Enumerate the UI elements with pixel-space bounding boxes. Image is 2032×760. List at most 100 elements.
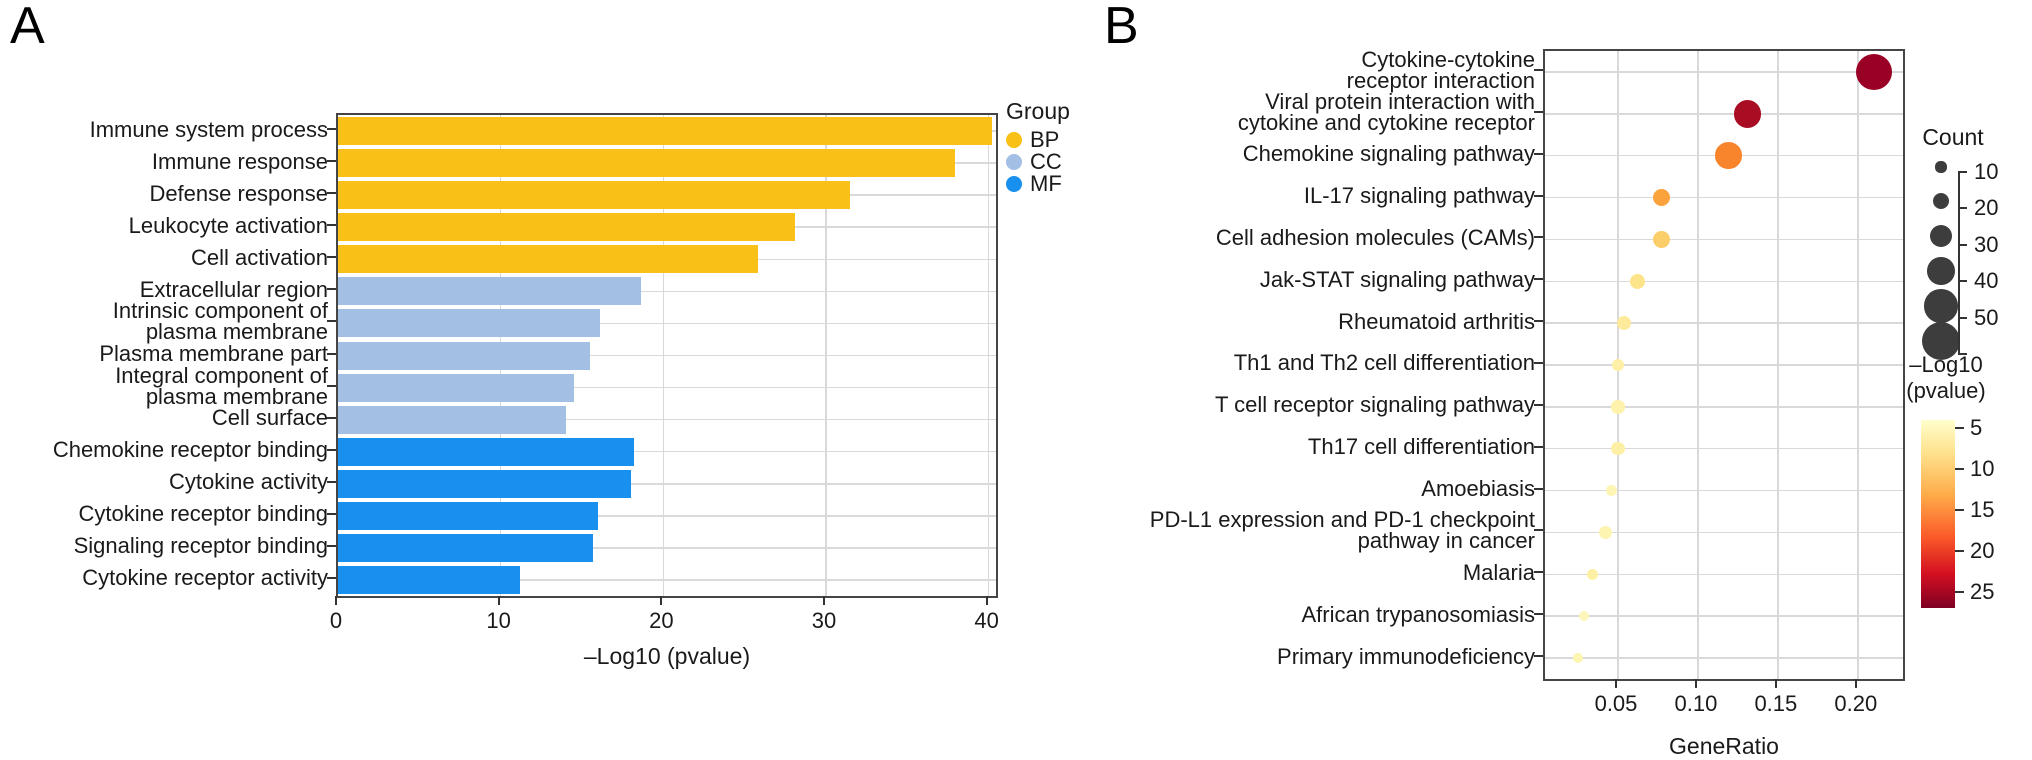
y-tick-mark [327, 576, 336, 579]
gridline-horizontal [1545, 531, 1903, 534]
count-legend-tick [1958, 207, 1967, 210]
colorbar-tick [1955, 427, 1964, 429]
go-bar [338, 501, 599, 530]
kegg-bubble [1579, 611, 1590, 622]
colorbar-tick [1955, 550, 1964, 552]
y-tick-mark [1534, 194, 1543, 197]
go-category-label: Cytokine receptor binding [78, 501, 328, 527]
go-bar [338, 149, 955, 178]
pvalue-colorbar [1921, 420, 1955, 608]
count-legend-tick-label: 10 [1974, 159, 1999, 184]
x-tick-label: 30 [811, 608, 837, 633]
y-tick-mark [1534, 655, 1543, 658]
kegg-bubble [1629, 273, 1645, 289]
colorbar-tick-label: 25 [1970, 579, 1995, 604]
y-tick-mark [327, 256, 336, 259]
colorbar-tick [1955, 509, 1964, 511]
kegg-category-label: Primary immunodeficiency [1277, 643, 1535, 669]
kegg-bubble [1611, 442, 1625, 456]
count-legend-circle [1921, 321, 1961, 361]
go-category-label: Cell activation [191, 244, 328, 270]
x-tick-label: 20 [649, 608, 674, 633]
x-tick-label: 0.20 [1834, 691, 1878, 716]
go-category-label: Signaling receptor binding [73, 533, 328, 559]
go-bar [338, 245, 758, 274]
kegg-category-label: African trypanosomiasis [1301, 601, 1535, 627]
count-legend-tick [1958, 171, 1967, 173]
go-bar [338, 309, 600, 338]
gridline-horizontal [338, 579, 996, 581]
y-tick-mark [1534, 152, 1543, 155]
y-tick-mark [327, 160, 336, 163]
legend-item-label: BP [1030, 127, 1060, 152]
gridline-horizontal [1545, 113, 1903, 115]
kegg-bubble [1573, 653, 1584, 664]
kegg-category-label: T cell receptor signaling pathway [1215, 392, 1535, 418]
count-legend-tick-label: 50 [1974, 304, 1999, 330]
x-tick-mark [1774, 679, 1777, 688]
count-legend-tick-label: 30 [1974, 231, 1999, 257]
gridline-horizontal [1545, 322, 1903, 324]
kegg-dot-plot-area [1543, 49, 1905, 681]
x-tick-mark [1615, 679, 1617, 688]
go-category-label: Immune response [151, 148, 328, 174]
kegg-category-label: Viral protein interaction with cytokine … [1237, 88, 1535, 135]
gridline-horizontal [338, 386, 996, 389]
y-tick-mark [327, 224, 336, 227]
y-tick-mark [327, 128, 336, 131]
gridline-horizontal [338, 322, 996, 325]
gridline-horizontal [1545, 657, 1903, 659]
kegg-bubble [1855, 54, 1892, 90]
count-legend-circle [1935, 161, 1947, 173]
count-legend-tick [1958, 316, 1967, 319]
kegg-bubble [1733, 100, 1762, 128]
go-category-label: Intrinsic component of plasma membrane [112, 298, 328, 345]
y-tick-mark [327, 192, 336, 195]
gridline-horizontal [1545, 489, 1903, 492]
gridline-horizontal [1545, 280, 1903, 283]
gridline-horizontal [338, 483, 996, 485]
legend-item-label: MF [1030, 171, 1062, 196]
go-bar [338, 181, 851, 210]
gridline-horizontal [338, 450, 996, 453]
y-tick-mark [327, 448, 336, 451]
go-bar [338, 373, 574, 402]
x-tick-mark [497, 596, 500, 605]
panel-a-label: A [10, 0, 45, 55]
gridline-horizontal [1545, 573, 1903, 576]
kegg-category-label: Th1 and Th2 cell differentiation [1233, 350, 1535, 376]
go-bar [338, 341, 591, 370]
gridline-horizontal [1545, 238, 1903, 241]
legend-item-cc: CC [1006, 149, 1070, 174]
go-bar-legend-title: Group [1006, 98, 1070, 124]
panel-b-label: B [1104, 0, 1139, 55]
count-legend-title: Count [1922, 124, 1984, 150]
y-tick-mark [1534, 236, 1543, 239]
count-legend-circle [1929, 224, 1953, 248]
go-bar [338, 565, 521, 594]
count-legend-tick-label: 40 [1974, 268, 1999, 294]
go-category-label: Immune system process [89, 116, 328, 142]
kegg-bubble [1652, 188, 1670, 207]
x-tick-label: 0.10 [1674, 691, 1718, 716]
kegg-bubble [1617, 316, 1632, 331]
go-category-label: Leukocyte activation [128, 212, 328, 238]
y-tick-mark [1534, 68, 1543, 71]
go-category-label: Chemokine receptor binding [52, 437, 328, 463]
x-tick-mark [985, 596, 988, 605]
gridline-horizontal [1545, 196, 1903, 199]
go-bar [338, 117, 992, 146]
count-legend-tick-label: 20 [1974, 195, 1999, 221]
y-tick-mark [1534, 571, 1543, 574]
colorbar-tick [1955, 591, 1964, 593]
kegg-bubble [1652, 230, 1670, 248]
legend-item-label: CC [1030, 149, 1062, 174]
gridline-horizontal [1545, 71, 1903, 73]
go-bar [338, 213, 796, 242]
y-tick-mark [1534, 613, 1543, 616]
y-tick-mark [1534, 403, 1543, 406]
go-bar-legend: Group BP CC MF [1006, 98, 1070, 196]
x-tick-label: 10 [486, 608, 511, 633]
y-tick-mark [327, 384, 336, 387]
